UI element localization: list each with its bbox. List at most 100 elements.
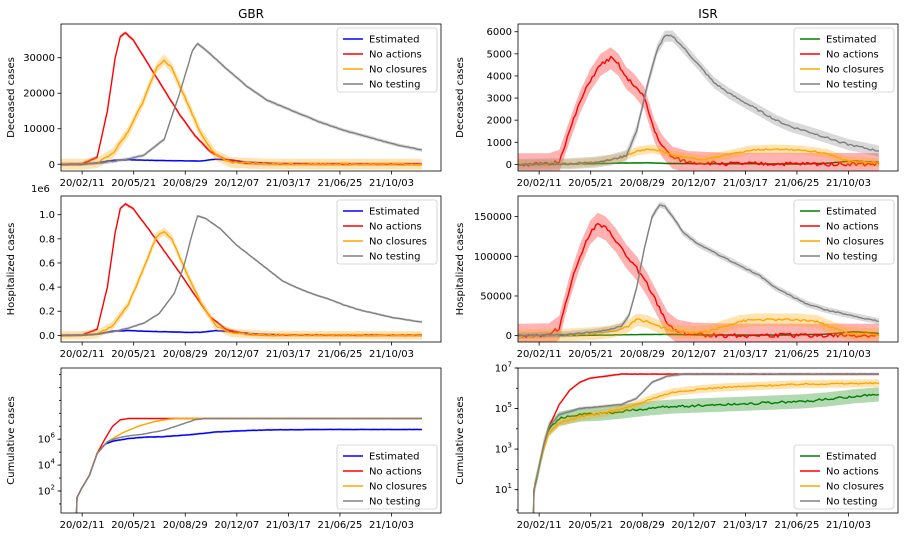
- x-tick-label: 20/05/21: [111, 349, 156, 360]
- x-tick-label: 21/06/25: [317, 178, 362, 189]
- x-tick-label: 21/10/03: [826, 178, 871, 189]
- legend-box: [336, 27, 438, 93]
- plot-area: [61, 31, 423, 170]
- x-tick-label: 20/12/07: [671, 349, 716, 360]
- y-tick-label: 20000: [23, 89, 55, 100]
- panel-gbr_cumulative: 20/02/11 20/05/21 20/08/29 20/12/07 21/03/17…: [6, 367, 442, 531]
- x-tick-label: 20/08/29: [620, 178, 665, 189]
- y-tick-label: 107: [495, 361, 512, 375]
- series-band-no-actions: [518, 47, 879, 171]
- series-line-no-testing: [61, 43, 423, 166]
- y-tick-label: 1.0: [39, 210, 55, 221]
- x-tick-label: 20/08/29: [163, 349, 208, 360]
- x-tick-label: 21/06/25: [317, 349, 362, 360]
- y-axis-label: Hospitalized cases: [6, 223, 17, 316]
- legend: Estimated No actions No closures No testing: [793, 199, 895, 265]
- series-line-no-actions: [518, 55, 880, 167]
- y-tick-label: 30000: [23, 53, 55, 64]
- series-line-no-closures: [61, 230, 423, 337]
- axes-frame: [517, 367, 899, 514]
- y-offset-label: 1e6: [31, 184, 50, 195]
- legend-entry: No closures: [826, 65, 884, 76]
- y-tick-label: 0: [49, 160, 55, 171]
- x-tick-label: 21/10/03: [826, 520, 871, 531]
- x-tick-label: 20/05/21: [568, 520, 613, 531]
- panel-title: GBR: [238, 7, 264, 21]
- x-tick-label: 20/02/11: [517, 520, 562, 531]
- legend-entry: No closures: [369, 482, 427, 493]
- x-tick-label: 20/12/07: [671, 520, 716, 531]
- y-tick-label: 100000: [474, 252, 512, 263]
- y-tick-label: 101: [495, 482, 512, 496]
- x-tick-label: 20/05/21: [111, 178, 156, 189]
- y-tick-label: 10000: [23, 124, 55, 135]
- series-line-no-closures: [61, 59, 423, 166]
- y-tick-label: 3000: [487, 94, 512, 105]
- legend-entry: No actions: [826, 222, 879, 233]
- y-axis-label: Cumulative cases: [455, 396, 466, 484]
- y-tick-label: 104: [38, 458, 56, 472]
- x-tick-label: 20/12/07: [214, 178, 259, 189]
- series-band-no-closures: [61, 54, 422, 170]
- y-tick-label: 106: [38, 432, 56, 446]
- series-line-no-closures: [518, 148, 880, 166]
- series-line-no-closures: [532, 381, 879, 513]
- x-tick-label: 21/03/17: [266, 178, 311, 189]
- legend-box: [793, 27, 895, 93]
- plot-area: [518, 201, 880, 342]
- legend-box: [793, 444, 895, 510]
- x-tick-label: 21/03/17: [723, 349, 768, 360]
- legend-entry: No actions: [369, 50, 422, 61]
- x-tick-label: 21/03/17: [723, 178, 768, 189]
- legend: Estimated No actions No closures No testing: [793, 27, 895, 93]
- panel-isr_hospitalized: 20/02/11 20/05/21 20/08/29 20/12/07 21/03/17…: [455, 195, 899, 360]
- legend-box: [336, 444, 438, 510]
- series-line-no-testing: [61, 215, 423, 337]
- legend-entry: Estimated: [369, 452, 420, 463]
- x-tick-label: 21/10/03: [369, 520, 414, 531]
- series-line-no-testing: [75, 417, 422, 513]
- y-axis-label: Deceased cases: [6, 57, 17, 138]
- legend-entry: No actions: [826, 50, 879, 61]
- panel-gbr_deceased: 20/02/11 20/05/21 20/08/29 20/12/07 21/03/17…: [6, 7, 442, 189]
- y-tick-label: 2000: [487, 116, 512, 127]
- series-band-estimated: [533, 387, 879, 513]
- legend-entry: No closures: [826, 237, 884, 248]
- legend: Estimated No actions No closures No testing: [336, 27, 438, 93]
- legend-entry: No testing: [369, 497, 420, 508]
- y-tick-label: 0: [506, 160, 512, 171]
- x-tick-label: 21/03/17: [723, 520, 768, 531]
- y-tick-label: 0.8: [39, 234, 55, 245]
- x-tick-label: 20/02/11: [517, 349, 562, 360]
- y-tick-label: 5000: [487, 49, 512, 60]
- legend-entry: No testing: [826, 497, 877, 508]
- x-tick-label: 21/06/25: [774, 349, 819, 360]
- axes-frame: [517, 195, 899, 343]
- legend-entry: No actions: [826, 467, 879, 478]
- y-tick-label: 1000: [487, 138, 512, 149]
- y-tick-label: 0.4: [39, 283, 55, 294]
- panel-title: ISR: [698, 7, 718, 21]
- x-tick-label: 20/08/29: [620, 349, 665, 360]
- legend-entry: Estimated: [369, 207, 420, 218]
- series-line-no-actions: [518, 222, 880, 339]
- y-axis-label: Deceased cases: [455, 57, 466, 138]
- series-band-no-closures: [518, 144, 879, 169]
- x-tick-label: 21/10/03: [369, 349, 414, 360]
- legend: Estimated No actions No closures No testing: [336, 199, 438, 265]
- x-tick-label: 20/12/07: [671, 178, 716, 189]
- y-axis-label: Cumulative cases: [6, 396, 17, 484]
- panel-isr_deceased: 20/02/11 20/05/21 20/08/29 20/12/07 21/03/17…: [455, 7, 899, 189]
- legend-entry: No testing: [369, 80, 420, 91]
- plot-area: [518, 30, 880, 171]
- x-tick-label: 20/02/11: [517, 178, 562, 189]
- y-tick-label: 102: [38, 483, 55, 497]
- x-tick-label: 20/08/29: [163, 520, 208, 531]
- x-tick-label: 20/12/07: [214, 349, 259, 360]
- x-tick-label: 21/06/25: [774, 178, 819, 189]
- x-tick-label: 20/08/29: [163, 178, 208, 189]
- x-tick-label: 21/03/17: [266, 520, 311, 531]
- legend-entry: No actions: [369, 222, 422, 233]
- legend: Estimated No actions No closures No testing: [793, 444, 895, 510]
- y-tick-label: 0.0: [39, 331, 55, 342]
